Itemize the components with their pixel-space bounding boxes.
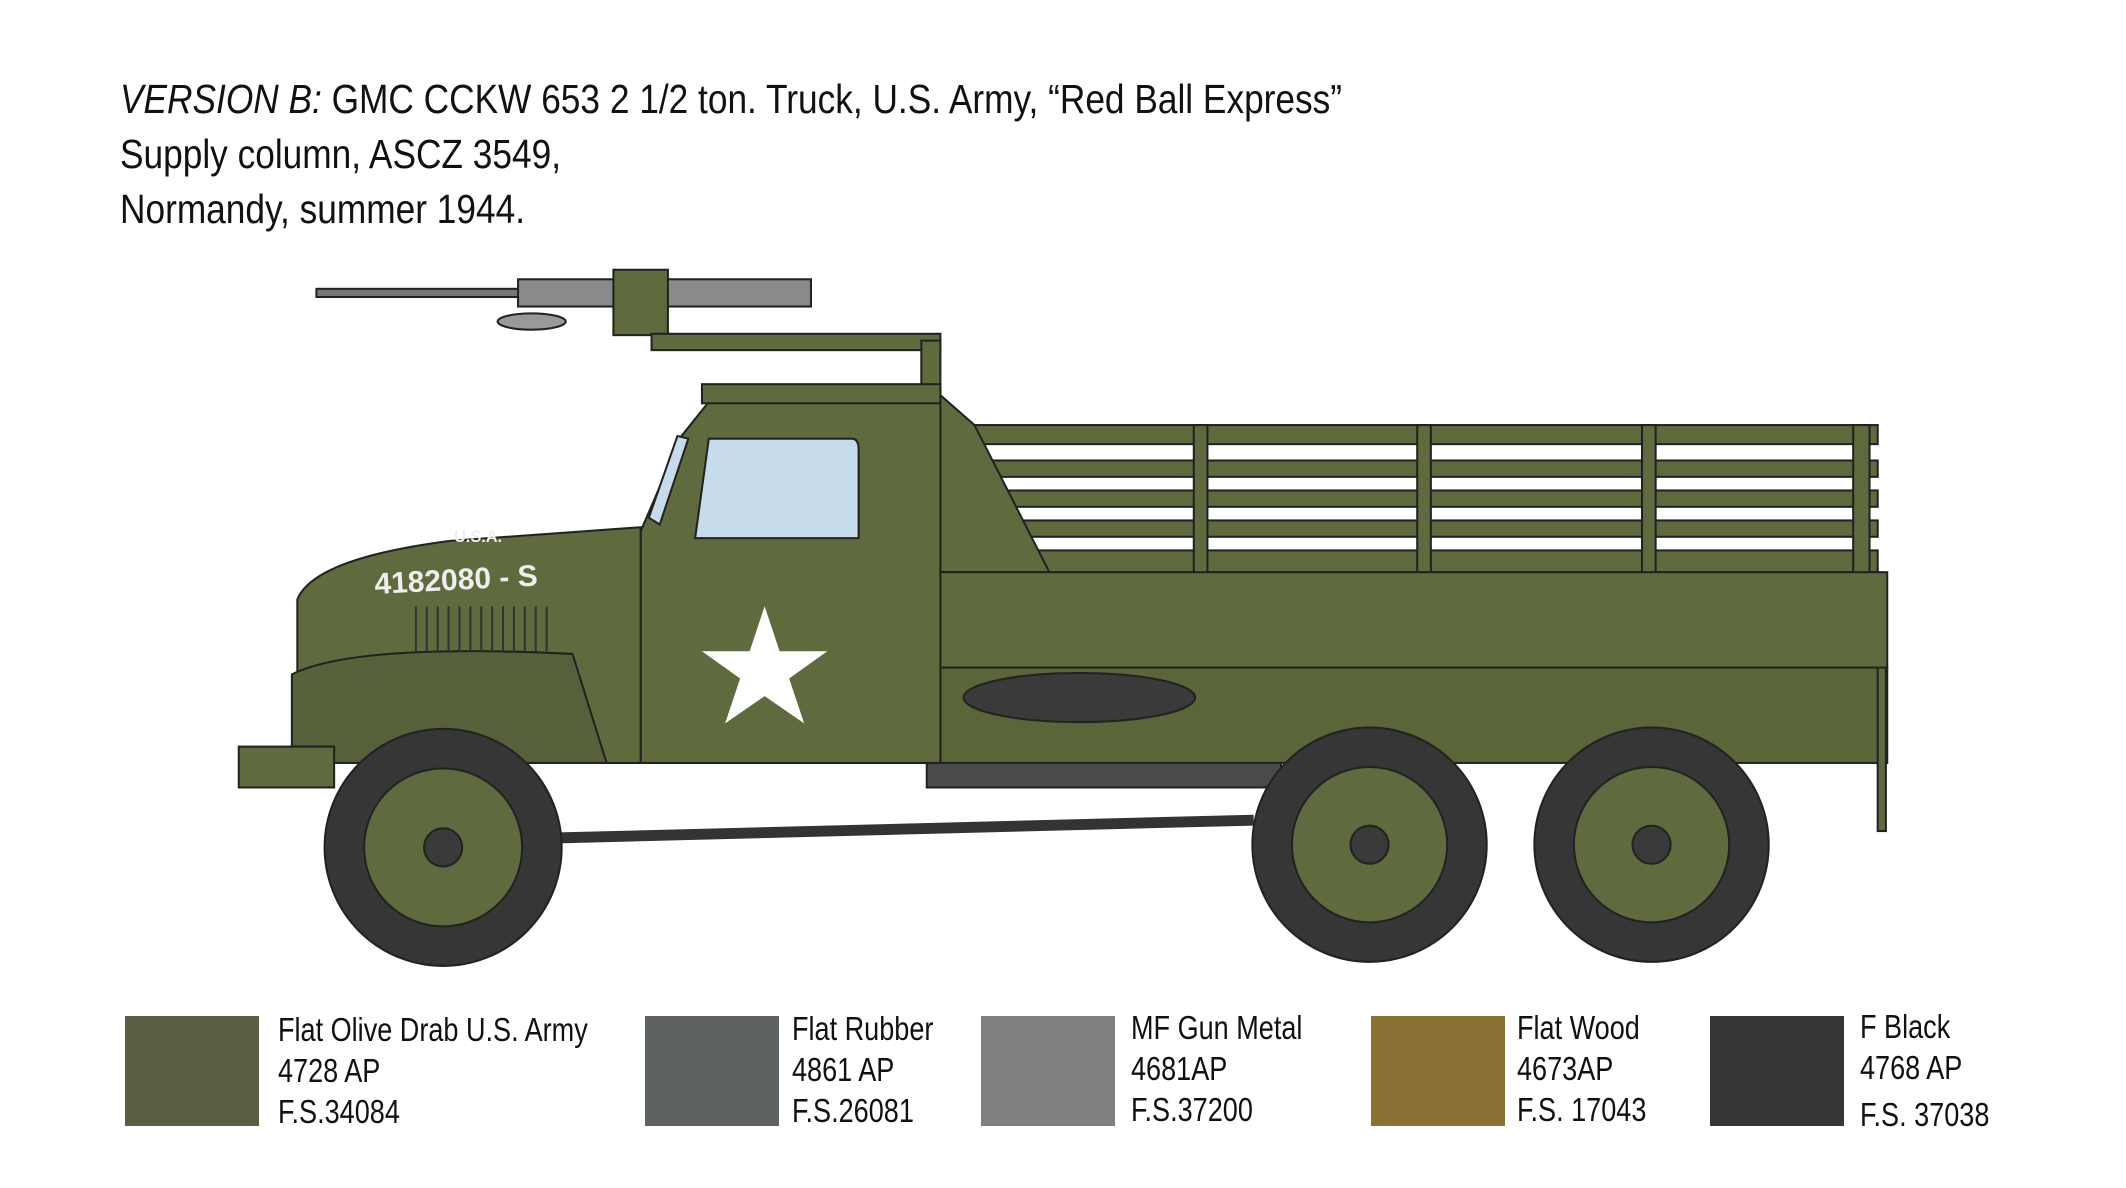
paint-name: Flat Olive Drab U.S. Army: [278, 1011, 588, 1048]
paint-fs: F.S.37200: [1131, 1091, 1253, 1128]
version-label: VERSION B:: [120, 76, 322, 122]
paint-code: 4681AP: [1131, 1050, 1228, 1087]
paint-fs: F.S.34084: [278, 1093, 400, 1130]
swatch-mf-gun-metal: [981, 1016, 1115, 1126]
swatch-flat-wood: [1371, 1016, 1505, 1126]
paint-legend-3: MF Gun Metal 4681AP F.S.37200: [1131, 1007, 1302, 1130]
paint-legend-2: Flat Rubber 4861 AP F.S.26081: [792, 1008, 933, 1131]
paint-fs: F.S.26081: [792, 1092, 914, 1129]
hood-marking-usa: U.S.A.: [454, 528, 502, 546]
cargo-bed-side: [939, 571, 1889, 669]
cab-window: [693, 437, 860, 540]
title-line-3: Normandy, summer 1944.: [120, 186, 525, 232]
title-line-2: Supply column, ASCZ 3549,: [120, 131, 561, 177]
paint-code: 4673AP: [1517, 1050, 1614, 1087]
paint-name: Flat Rubber: [792, 1010, 934, 1047]
front-bumper: [237, 745, 336, 789]
swatch-flat-rubber: [645, 1016, 779, 1126]
front-wheel: [323, 727, 563, 967]
spare-tire: [962, 671, 1197, 724]
paint-code: 4728 AP: [278, 1052, 381, 1089]
rear-wheel-1: [1251, 726, 1488, 963]
swatch-flat-olive-drab: [125, 1016, 259, 1126]
paint-code: 4861 AP: [792, 1051, 895, 1088]
paint-name: F Black: [1860, 1008, 1951, 1045]
rear-wheel-2: [1533, 726, 1770, 963]
title-line-1: VERSION B: GMC CCKW 653 2 1/2 ton. Truck…: [120, 76, 1342, 123]
cab-roof: [700, 383, 942, 405]
title-text: GMC CCKW 653 2 1/2 ton. Truck, U.S. Army…: [321, 76, 1343, 122]
paint-legend-1: Flat Olive Drab U.S. Army 4728 AP F.S.34…: [278, 1009, 588, 1132]
paint-name: Flat Wood: [1517, 1009, 1640, 1046]
driveshaft: [558, 814, 1254, 844]
cab-rear-panel: [939, 392, 1052, 574]
paint-fs: F.S. 37038: [1860, 1096, 1990, 1133]
paint-legend-4: Flat Wood 4673AP F.S. 17043: [1517, 1007, 1646, 1130]
hood-louvres: [414, 606, 548, 652]
paint-legend-5: F Black 4768 AP F.S. 37038: [1860, 1006, 1989, 1135]
paint-fs: F.S. 17043: [1517, 1091, 1647, 1128]
front-fender: [290, 650, 608, 764]
swatch-f-black: [1710, 1016, 1844, 1126]
white-star-insignia: [701, 606, 828, 724]
paint-name: MF Gun Metal: [1131, 1009, 1303, 1046]
paint-code: 4768 AP: [1860, 1049, 1963, 1086]
